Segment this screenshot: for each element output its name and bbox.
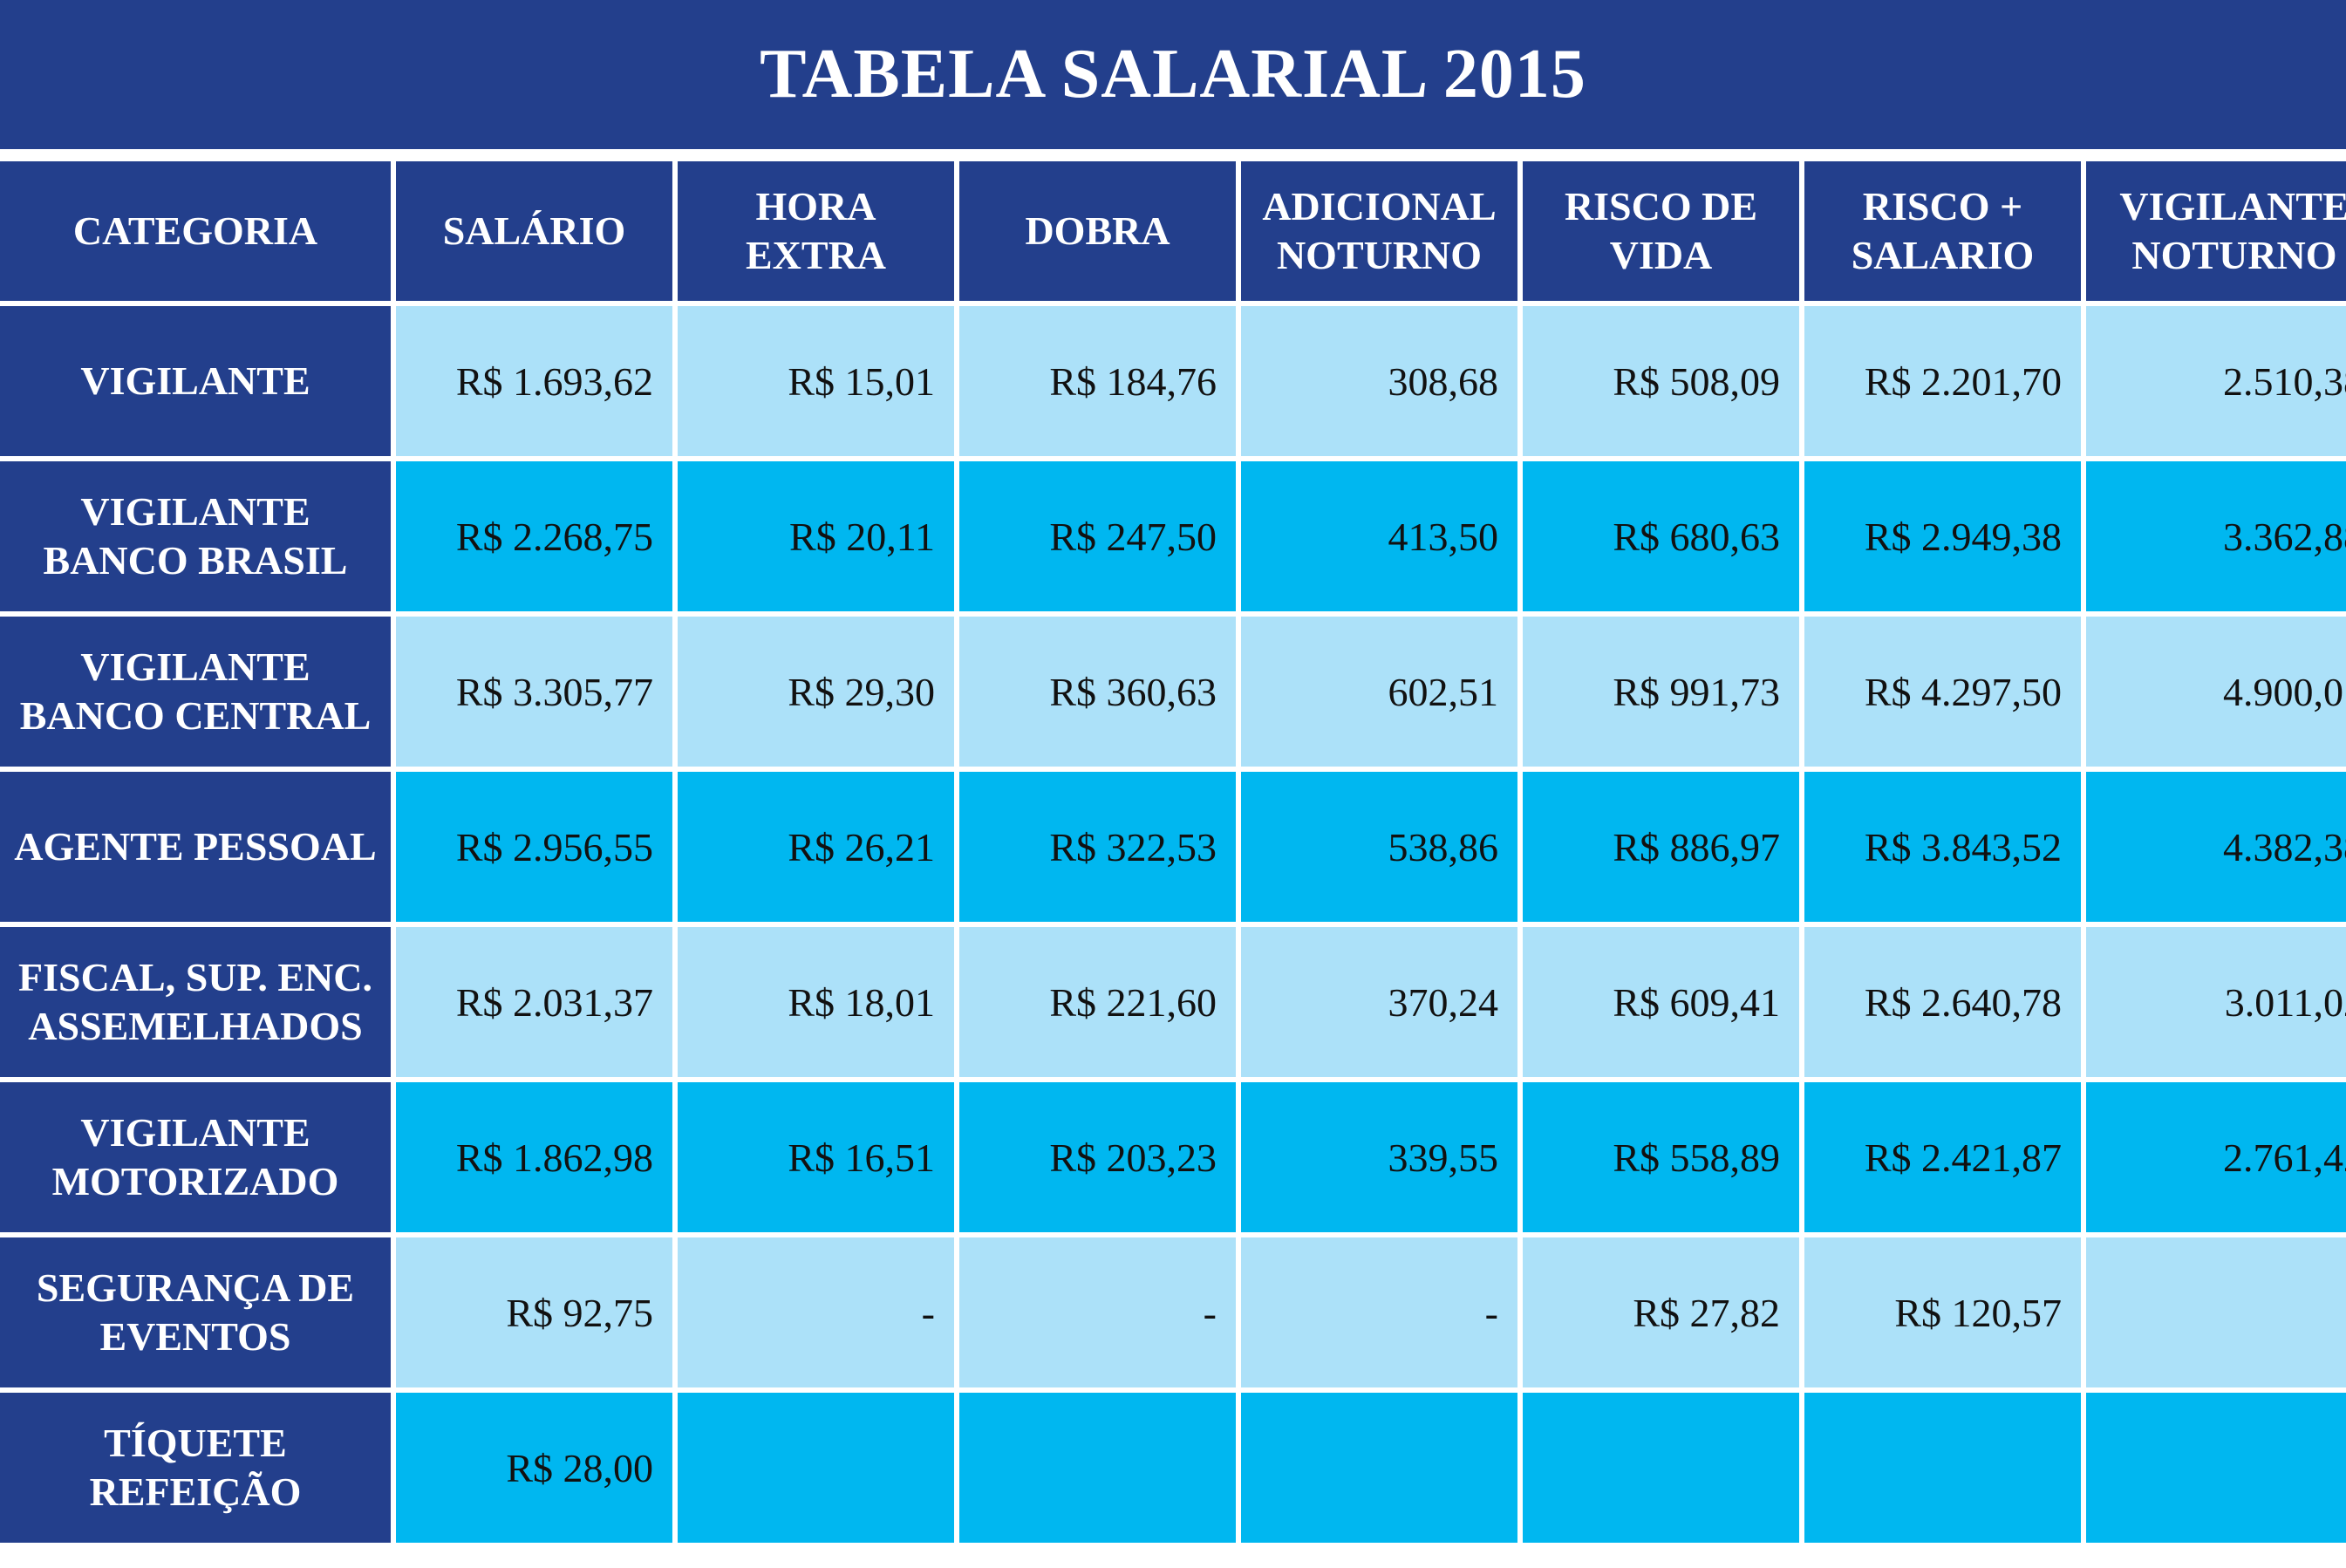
table-cell: R$ 3.843,52 <box>1804 772 2081 927</box>
table-cell: R$ 15,01 <box>678 306 954 461</box>
table-cell: R$ 16,51 <box>678 1082 954 1237</box>
table-cell: 413,50 <box>1241 461 1517 617</box>
table-cell <box>1523 1393 1799 1548</box>
table-cell: 538,86 <box>1241 772 1517 927</box>
column-header: ADICIONAL NOTURNO <box>1241 161 1517 306</box>
table-cell: R$ 1.862,98 <box>396 1082 672 1237</box>
category-label: VIGILANTE BANCO BRASIL <box>0 461 391 617</box>
table-cell: R$ 2.201,70 <box>1804 306 2081 461</box>
separator-cell <box>1523 149 1799 161</box>
table-cell: R$ 28,00 <box>396 1393 672 1548</box>
table-cell: R$ 508,09 <box>1523 306 1799 461</box>
table-cell: R$ 247,50 <box>959 461 1236 617</box>
table-cell: R$ 120,57 <box>1804 1237 2081 1393</box>
category-label: TÍQUETE REFEIÇÃO <box>0 1393 391 1548</box>
table-cell: R$ 2.956,55 <box>396 772 672 927</box>
table-cell: R$ 2.268,75 <box>396 461 672 617</box>
separator-cell <box>678 149 954 161</box>
table-cell: R$ 360,63 <box>959 617 1236 772</box>
table-cell: R$ 92,75 <box>396 1237 672 1393</box>
column-header: HORA EXTRA <box>678 161 954 306</box>
category-label: FISCAL, SUP. ENC. ASSEMELHADOS <box>0 927 391 1082</box>
salary-table: CATEGORIA SALÁRIO HORA EXTRA DOBRA ADICIONAL… <box>0 149 2346 1568</box>
column-header: DOBRA <box>959 161 1236 306</box>
table-cell: - <box>959 1237 1236 1393</box>
table-cell: R$ 991,73 <box>1523 617 1799 772</box>
category-label: SEGURANÇA DE EVENTOS <box>0 1237 391 1393</box>
table-cell: R$ 20,11 <box>678 461 954 617</box>
table-cell: R$ 27,82 <box>1523 1237 1799 1393</box>
table-cell <box>1804 1393 2081 1548</box>
table-cell <box>2086 1237 2346 1393</box>
table-cell: R$ 26,21 <box>678 772 954 927</box>
table-cell <box>678 1393 954 1548</box>
category-label: VIGILANTE <box>0 306 391 461</box>
column-header: CATEGORIA <box>0 161 391 306</box>
table-cell: - <box>678 1237 954 1393</box>
table-cell: R$ 221,60 <box>959 927 1236 1082</box>
table-cell: R$ 203,23 <box>959 1082 1236 1237</box>
table-cell: R$ 680,63 <box>1523 461 1799 617</box>
table-cell: 370,24 <box>1241 927 1517 1082</box>
column-header: RISCO + SALARIO <box>1804 161 2081 306</box>
table-cell: R$ 1.693,62 <box>396 306 672 461</box>
table-cell: R$ 3.305,77 <box>396 617 672 772</box>
column-header: SALÁRIO <box>396 161 672 306</box>
table-cell: 339,55 <box>1241 1082 1517 1237</box>
table-cell: 4.382,38 <box>2086 772 2346 927</box>
table-cell: - <box>1241 1237 1517 1393</box>
table-cell: R$ 2.031,37 <box>396 927 672 1082</box>
table-cell: R$ 886,97 <box>1523 772 1799 927</box>
table-cell: R$ 4.297,50 <box>1804 617 2081 772</box>
table-cell: R$ 558,89 <box>1523 1082 1799 1237</box>
table-cell: 2.761,42 <box>2086 1082 2346 1237</box>
table-cell <box>1241 1393 1517 1548</box>
column-header: RISCO DE VIDA <box>1523 161 1799 306</box>
table-cell: R$ 2.640,78 <box>1804 927 2081 1082</box>
table-cell: R$ 29,30 <box>678 617 954 772</box>
table-cell: R$ 2.949,38 <box>1804 461 2081 617</box>
separator-cell <box>2086 149 2346 161</box>
table-cell: 602,51 <box>1241 617 1517 772</box>
category-label: VIGILANTE BANCO CENTRAL <box>0 617 391 772</box>
table-cell: 308,68 <box>1241 306 1517 461</box>
separator-cell <box>396 149 672 161</box>
table-cell: R$ 609,41 <box>1523 927 1799 1082</box>
table-cell: R$ 184,76 <box>959 306 1236 461</box>
table-cell: R$ 2.421,87 <box>1804 1082 2081 1237</box>
column-header: VIGILANTE NOTURNO <box>2086 161 2346 306</box>
table-cell: 4.900,01 <box>2086 617 2346 772</box>
table-cell: 2.510,38 <box>2086 306 2346 461</box>
category-label: VIGILANTE MOTORIZADO <box>0 1082 391 1237</box>
table-cell <box>2086 1393 2346 1548</box>
separator-cell <box>0 149 391 161</box>
table-cell: 3.011,02 <box>2086 927 2346 1082</box>
table-cell: R$ 322,53 <box>959 772 1236 927</box>
table-cell: 3.362,88 <box>2086 461 2346 617</box>
separator-cell <box>1804 149 2081 161</box>
page-title: TABELA SALARIAL 2015 <box>0 0 2346 149</box>
category-label: AGENTE PESSOAL <box>0 772 391 927</box>
separator-cell <box>1241 149 1517 161</box>
table-cell <box>959 1393 1236 1548</box>
table-cell: R$ 18,01 <box>678 927 954 1082</box>
separator-cell <box>959 149 1236 161</box>
